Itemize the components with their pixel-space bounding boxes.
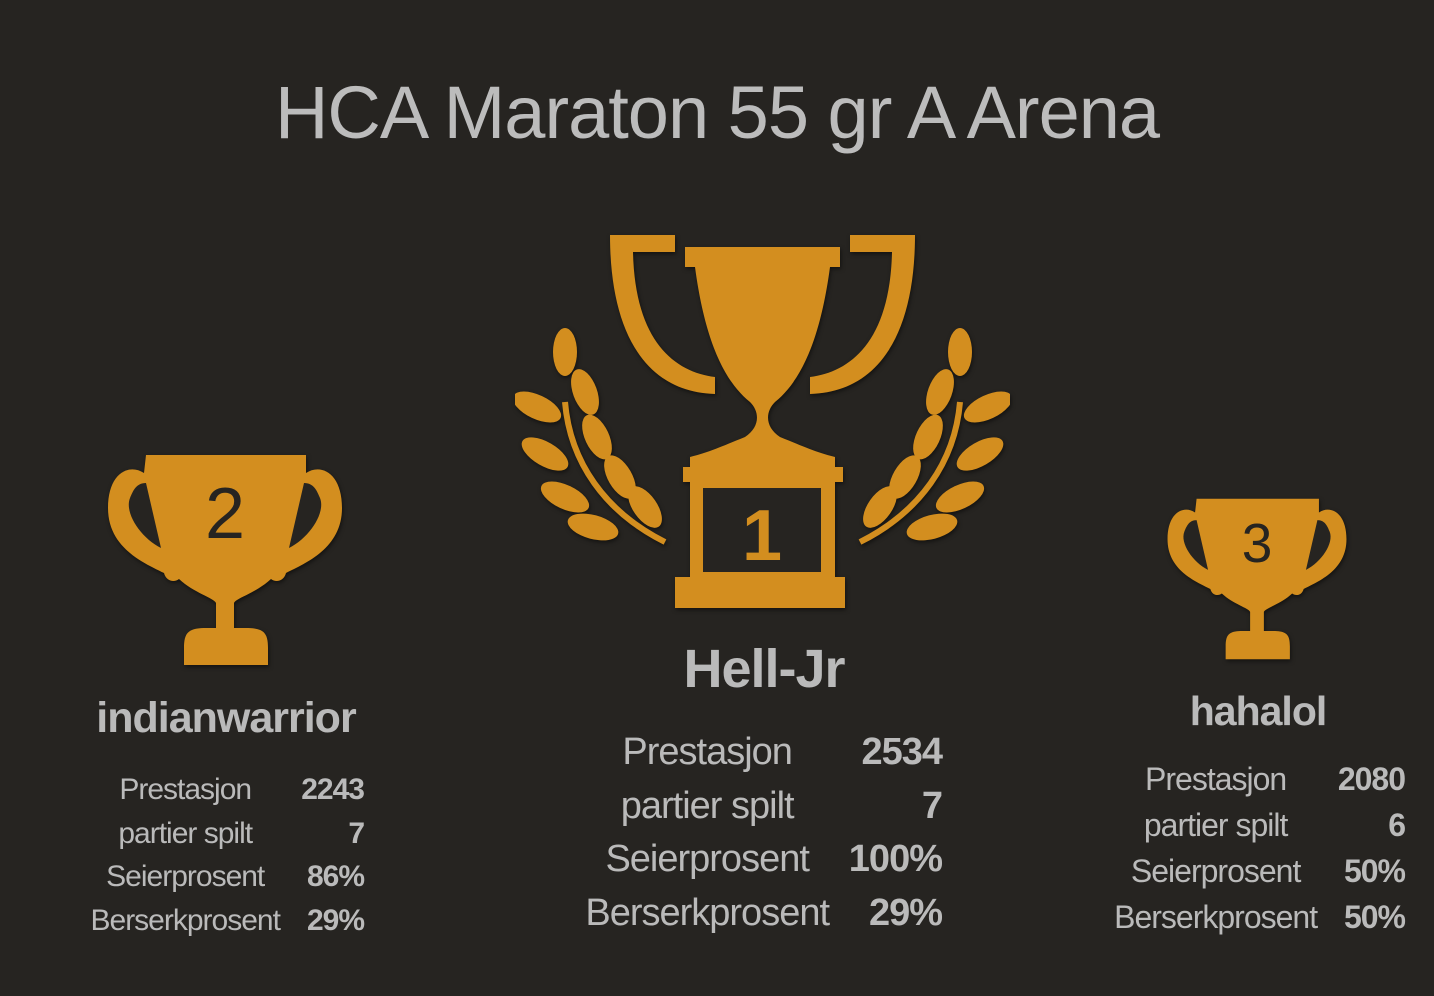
stat-label: partier spilt bbox=[620, 784, 795, 827]
player-name-second[interactable]: indianwarrior bbox=[96, 694, 356, 742]
stat-value: 29% bbox=[306, 903, 365, 937]
stat-label: Seierprosent bbox=[1130, 853, 1301, 889]
stat-label: Prestasjon bbox=[1145, 761, 1287, 797]
second-place-trophy-icon: 2 bbox=[106, 453, 344, 667]
stat-row: Berserkprosent 29% bbox=[582, 887, 943, 941]
stats-table-first: Prestasjon 2534 partier spilt 7 Seierprose… bbox=[582, 726, 943, 941]
stat-value: 2080 bbox=[1337, 761, 1406, 797]
stat-row: partier spilt 7 bbox=[582, 780, 943, 834]
stat-row: Seierprosent 86% bbox=[86, 855, 365, 899]
stat-value: 100% bbox=[848, 838, 943, 880]
player-name-third[interactable]: hahalol bbox=[1189, 688, 1328, 734]
stat-label: Seierprosent bbox=[106, 860, 265, 893]
stat-row: Berserkprosent 29% bbox=[86, 899, 365, 943]
stat-value: 6 bbox=[1388, 807, 1406, 843]
rank-label: 3 bbox=[1242, 512, 1273, 574]
stat-row: Seierprosent 50% bbox=[1110, 848, 1406, 894]
stat-value: 7 bbox=[348, 816, 365, 850]
stat-label: partier spilt bbox=[1143, 807, 1289, 843]
stat-value: 86% bbox=[306, 860, 365, 893]
tournament-title: HCA Maraton 55 gr A Arena bbox=[274, 71, 1160, 154]
rank-label: 1 bbox=[742, 496, 782, 576]
stat-row: Berserkprosent 50% bbox=[1110, 894, 1406, 940]
stat-value: 7 bbox=[921, 784, 943, 827]
stat-label: partier spilt bbox=[118, 816, 253, 850]
stat-label: Berserkprosent bbox=[1114, 899, 1318, 935]
player-name-first[interactable]: Hell-Jr bbox=[683, 639, 845, 699]
stat-label: Berserkprosent bbox=[585, 891, 830, 934]
third-place-trophy-icon: 3 bbox=[1166, 496, 1348, 662]
first-place-trophy-icon: 1 bbox=[515, 232, 1010, 612]
stat-label: Prestasjon bbox=[119, 773, 252, 806]
rank-label: 2 bbox=[205, 474, 245, 554]
stat-label: Berserkprosent bbox=[90, 903, 281, 937]
stat-label: Prestasjon bbox=[622, 731, 793, 773]
stat-value: 2534 bbox=[861, 731, 943, 773]
stat-value: 2243 bbox=[301, 773, 365, 806]
stat-row: partier spilt 6 bbox=[1110, 802, 1406, 848]
stat-value: 50% bbox=[1343, 853, 1406, 889]
stat-value: 50% bbox=[1343, 899, 1406, 935]
stat-row: Prestasjon 2534 bbox=[582, 726, 943, 780]
stat-value: 29% bbox=[868, 891, 943, 934]
stat-row: Seierprosent 100% bbox=[582, 833, 943, 887]
stat-row: Prestasjon 2080 bbox=[1110, 756, 1406, 802]
stat-row: Prestasjon 2243 bbox=[86, 768, 365, 812]
stats-table-third: Prestasjon 2080 partier spilt 6 Seierprose… bbox=[1110, 756, 1406, 940]
stats-table-second: Prestasjon 2243 partier spilt 7 Seierprose… bbox=[86, 768, 365, 943]
stat-label: Seierprosent bbox=[605, 838, 809, 880]
stat-row: partier spilt 7 bbox=[86, 812, 365, 856]
